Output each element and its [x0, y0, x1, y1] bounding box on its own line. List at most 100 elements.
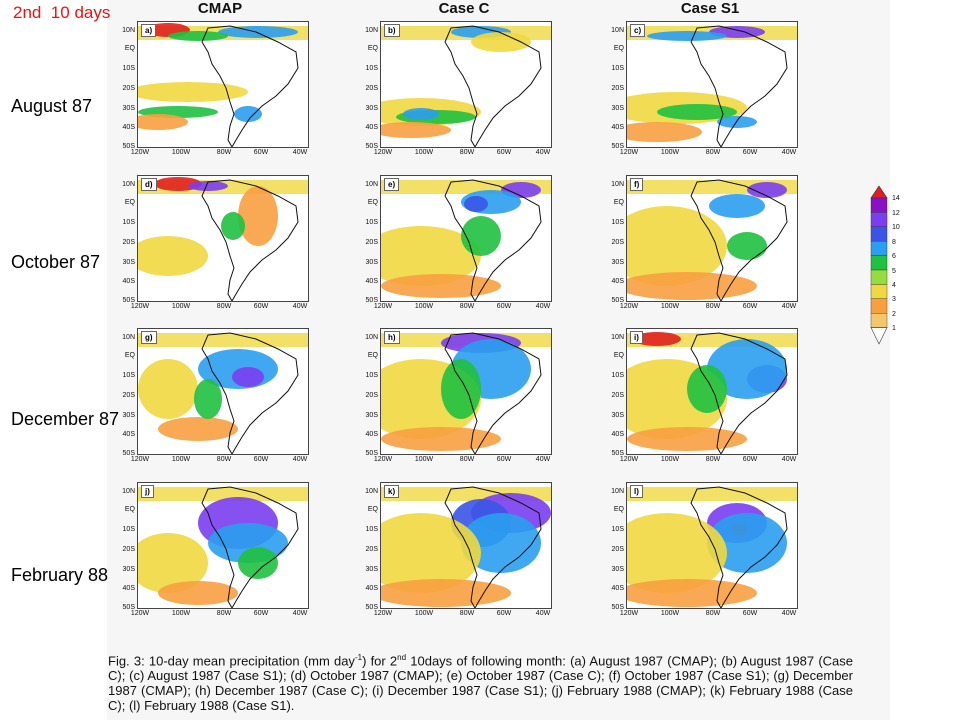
map-field: [381, 176, 551, 301]
lat-tick-label: 20S: [611, 239, 624, 246]
lon-tick-label: 80W: [705, 149, 721, 156]
lat-tick-label: 50S: [122, 450, 135, 457]
precip-blob: [403, 108, 439, 120]
lon-tick-label: 120W: [619, 610, 639, 617]
continent-outline: [444, 332, 542, 454]
precip-blob: [194, 379, 222, 419]
lon-tick-label: 40W: [535, 610, 551, 617]
precip-blob: [138, 114, 188, 130]
colorbar-label: 3: [892, 296, 896, 303]
map-field: [627, 483, 797, 608]
colorbar-bin: [870, 269, 888, 285]
lat-tick-label: 10N: [122, 334, 135, 341]
lon-tick-label: 120W: [373, 610, 393, 617]
continent-outline: [444, 486, 542, 608]
lat-tick-label: EQ: [613, 506, 624, 513]
lat-tick-label: 30S: [365, 105, 378, 112]
lat-tick-label: 20S: [122, 546, 135, 553]
lat-tick-label: 50S: [611, 604, 624, 611]
lon-tick-label: 60W: [496, 149, 512, 156]
precip-blob: [381, 513, 481, 593]
colorbar: [870, 186, 888, 345]
lon-tick-label: 120W: [619, 303, 639, 310]
lon-tick-label: 80W: [705, 303, 721, 310]
continent-outline: [201, 332, 299, 454]
precip-blob: [464, 196, 488, 212]
lon-tick-label: 100W: [414, 303, 434, 310]
panel-label: a): [141, 24, 157, 37]
lat-tick-label: 50S: [365, 450, 378, 457]
precip-blob: [158, 581, 238, 605]
panel-label: d): [141, 178, 157, 191]
colorbar-bin: [870, 226, 888, 242]
lat-tick-label: 20S: [365, 392, 378, 399]
lat-tick-label: 20S: [611, 392, 624, 399]
map-field: [627, 176, 797, 301]
panel-label: f): [630, 178, 644, 191]
lon-tick-label: 120W: [130, 303, 150, 310]
continent-outline: [690, 179, 788, 301]
lat-tick-label: 10S: [365, 219, 378, 226]
lat-tick-label: 40S: [611, 585, 624, 592]
lat-tick-label: 10S: [122, 219, 135, 226]
lat-tick-label: 10N: [611, 334, 624, 341]
lat-tick-label: EQ: [124, 45, 135, 52]
lon-tick-label: 40W: [535, 456, 551, 463]
colorbar-bin: [870, 312, 888, 328]
lon-tick-label: 80W: [216, 456, 232, 463]
lon-tick-label: 40W: [292, 303, 308, 310]
lat-tick-label: 10N: [365, 334, 378, 341]
lat-tick-label: 40S: [365, 124, 378, 131]
lat-tick-label: 30S: [611, 105, 624, 112]
itcz-band: [627, 487, 797, 501]
lat-tick-label: 20S: [365, 546, 378, 553]
precip-blob: [381, 579, 511, 607]
lat-tick-label: 40S: [365, 431, 378, 438]
precipitation-map: j): [137, 482, 309, 609]
lat-tick-label: 10S: [122, 372, 135, 379]
lat-tick-label: EQ: [124, 352, 135, 359]
colorbar-label: 8: [892, 239, 896, 246]
lat-tick-label: 40S: [122, 278, 135, 285]
precip-blob: [627, 513, 727, 593]
lat-tick-label: 50S: [365, 297, 378, 304]
lat-tick-label: 10N: [611, 488, 624, 495]
lon-tick-label: 40W: [292, 610, 308, 617]
lon-tick-label: 40W: [535, 149, 551, 156]
precip-blob: [461, 513, 541, 573]
lat-tick-label: 30S: [365, 566, 378, 573]
lat-tick-label: 20S: [611, 546, 624, 553]
precipitation-map: h): [380, 328, 552, 455]
lon-tick-label: 100W: [171, 456, 191, 463]
precip-blob: [747, 182, 787, 198]
precip-blob: [138, 236, 208, 276]
map-field: [381, 22, 551, 147]
lon-tick-label: 100W: [660, 303, 680, 310]
colorbar-label: 14: [892, 195, 900, 202]
precip-blob: [158, 417, 238, 441]
lat-tick-label: 10S: [611, 526, 624, 533]
column-title-case-c: Case C: [438, 0, 490, 17]
precipitation-map: k): [380, 482, 552, 609]
row-label-february: February 88: [11, 565, 109, 585]
lat-tick-label: EQ: [367, 45, 378, 52]
lat-tick-label: 10S: [122, 65, 135, 72]
panel-label: l): [630, 485, 643, 498]
lon-tick-label: 100W: [171, 303, 191, 310]
lon-tick-label: 80W: [459, 610, 475, 617]
lon-tick-label: 100W: [414, 149, 434, 156]
colorbar-bin: [870, 298, 888, 314]
lat-tick-label: 50S: [611, 297, 624, 304]
lon-tick-label: 60W: [496, 303, 512, 310]
panel-label: g): [141, 331, 157, 344]
precip-blob: [633, 332, 681, 346]
map-field: [381, 483, 551, 608]
precipitation-map: l): [626, 482, 798, 609]
colorbar-label: 12: [892, 210, 900, 217]
lat-tick-label: 30S: [365, 412, 378, 419]
lat-tick-label: EQ: [124, 199, 135, 206]
lon-tick-label: 80W: [705, 456, 721, 463]
colorbar-label: 1: [892, 325, 896, 332]
lat-tick-label: 30S: [122, 105, 135, 112]
lon-tick-label: 60W: [742, 149, 758, 156]
